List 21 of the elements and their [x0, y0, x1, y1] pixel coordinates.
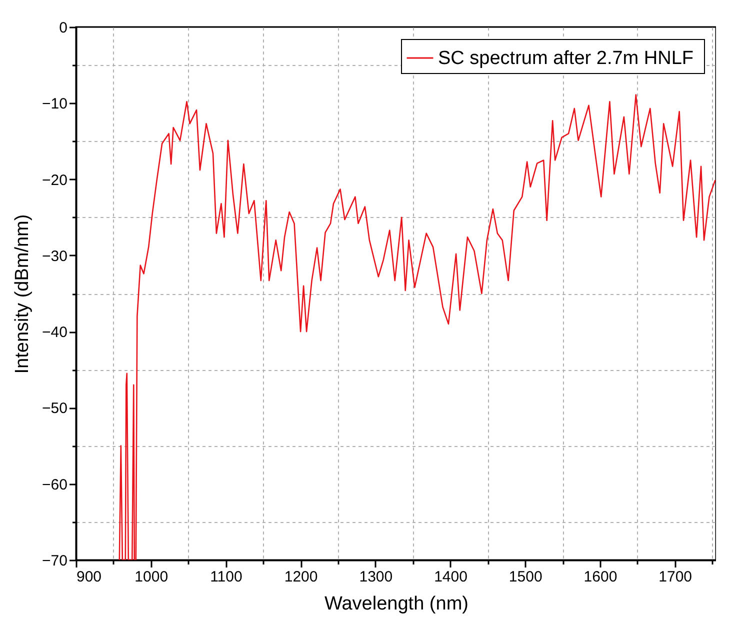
- x-tick-label: 1000: [134, 568, 168, 586]
- y-tick-label: 0: [59, 20, 68, 36]
- x-tick-label: 1500: [508, 568, 542, 586]
- y-tick-label: −60: [42, 476, 68, 494]
- y-axis-title: Intensity (dBm/nm): [12, 214, 34, 374]
- x-tick-label: 1100: [210, 568, 242, 586]
- x-tick-label: 1600: [584, 568, 618, 586]
- y-tick-label: −20: [42, 172, 68, 189]
- y-tick-label: −50: [42, 400, 68, 418]
- y-tick-label: −70: [42, 552, 68, 570]
- y-tick-label: −10: [42, 96, 68, 113]
- legend-label: SC spectrum after 2.7m HNLF: [438, 48, 694, 69]
- line-series: [118, 94, 716, 560]
- x-tick-label: 1400: [434, 568, 468, 586]
- x-tick-label: 1200: [284, 568, 318, 586]
- y-tick-label: −30: [42, 248, 68, 265]
- x-tick-label: 1300: [359, 568, 393, 586]
- x-tick-label: 900: [76, 568, 102, 586]
- x-tick-label: 1700: [658, 568, 692, 586]
- y-tick-label: −40: [42, 324, 68, 342]
- x-axis-title: Wavelength (nm): [324, 594, 468, 614]
